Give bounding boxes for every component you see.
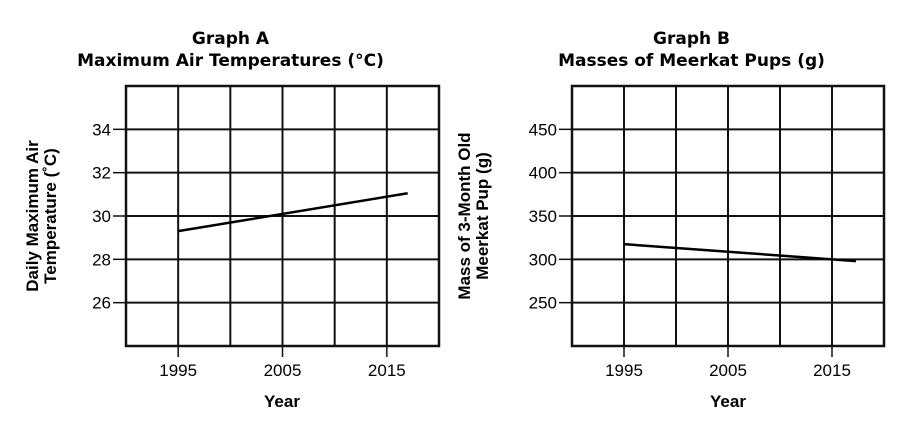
- graph-b: Graph B Masses of Meerkat Pups (g) Mass …: [455, 0, 922, 446]
- graph-b-x-tick-label: 1995: [605, 361, 643, 380]
- graph-a-x-tick-label: 2005: [264, 361, 302, 380]
- graph-a-x-axis-label: Year: [264, 392, 300, 411]
- graph-b-data-line: [623, 242, 857, 263]
- graph-a-title: Graph A: [191, 29, 270, 49]
- graph-a-data-line: [177, 192, 408, 233]
- graph-b-y-tick-label: 300: [529, 250, 557, 269]
- graph-b-plot: 250 300 350 400 450 1995 2005 2015: [529, 84, 886, 380]
- graph-b-y-tick-label: 400: [529, 164, 557, 183]
- graph-b-y-tick-label: 350: [529, 207, 557, 226]
- graph-b-plot-frame: [570, 84, 886, 348]
- graph-a-y-tick-label: 26: [92, 294, 111, 313]
- graph-a-y-tick-label: 32: [92, 164, 111, 183]
- graph-b-x-tick-label: 2005: [709, 361, 747, 380]
- graph-b-x-tick-label: 2015: [813, 361, 851, 380]
- graph-a-x-tick-label: 1995: [159, 361, 197, 380]
- graph-a: Graph A Maximum Air Temperatures (°C) Da…: [23, 29, 441, 411]
- graph-a-plot: 26 28 30 32 34 1995 2005 2015: [92, 84, 441, 380]
- graph-a-y-tick-label: 34: [92, 120, 111, 139]
- graph-b-title: Graph B: [653, 29, 730, 49]
- graph-b-x-axis-label: Year: [710, 392, 746, 411]
- graph-b-subtitle: Masses of Meerkat Pups (g): [558, 51, 825, 71]
- graph-a-y-tick-label: 28: [92, 250, 111, 269]
- graph-a-plot-frame: [124, 84, 441, 348]
- graph-b-y-tick-label: 250: [529, 294, 557, 313]
- graph-b-y-tick-label: 450: [529, 120, 557, 139]
- graph-a-subtitle: Maximum Air Temperatures (°C): [77, 51, 384, 71]
- graph-a-y-tick-label: 30: [92, 207, 111, 226]
- graph-a-x-tick-label: 2015: [368, 361, 406, 380]
